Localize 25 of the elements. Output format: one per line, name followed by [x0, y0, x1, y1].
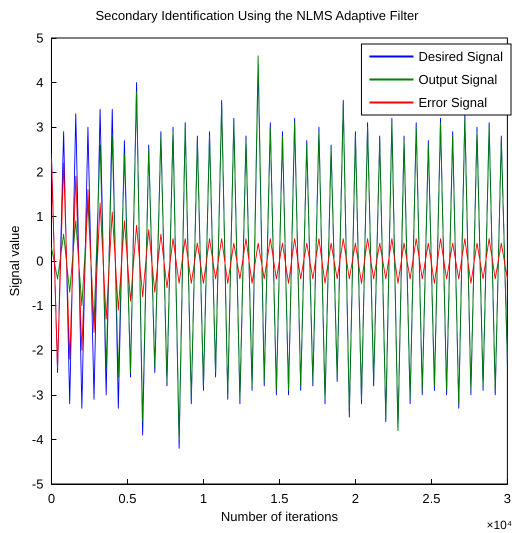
- x-tick-label: 3: [504, 491, 511, 506]
- x-tick-label: 2.5: [422, 491, 440, 506]
- y-tick-label: -1: [32, 298, 44, 314]
- y-tick-label: 0: [36, 254, 44, 268]
- legend-label: Output Signal: [418, 72, 498, 87]
- x-tick-label: 2: [352, 491, 360, 506]
- y-tick-label: 1: [36, 208, 44, 224]
- legend-label: Desired Signal: [418, 49, 504, 64]
- x-tick-label: 0.5: [118, 491, 136, 506]
- y-tick-label: 5: [36, 30, 44, 46]
- legend-label: Error Signal: [418, 95, 488, 110]
- y-tick-label: -2: [32, 342, 44, 358]
- y-tick-label: 4: [36, 75, 44, 90]
- text: ×10⁴: [486, 518, 512, 532]
- x-tick-label: 1.5: [270, 491, 288, 506]
- y-tick-label: -5: [32, 476, 44, 492]
- x-tick-label: 0: [48, 491, 56, 506]
- chart-title: Secondary Identification Using the NLMS Adaptive Filter: [95, 8, 420, 23]
- y-tick-label: -3: [32, 387, 44, 402]
- y-tick-label: 2: [36, 164, 44, 180]
- x-axis-title: Number of iterations: [220, 508, 338, 524]
- y-axis-title: Signal value: [7, 226, 22, 296]
- x-tick-label: 1: [200, 491, 208, 506]
- y-tick-label: 3: [36, 120, 44, 135]
- y-tick-label: -4: [32, 432, 44, 447]
